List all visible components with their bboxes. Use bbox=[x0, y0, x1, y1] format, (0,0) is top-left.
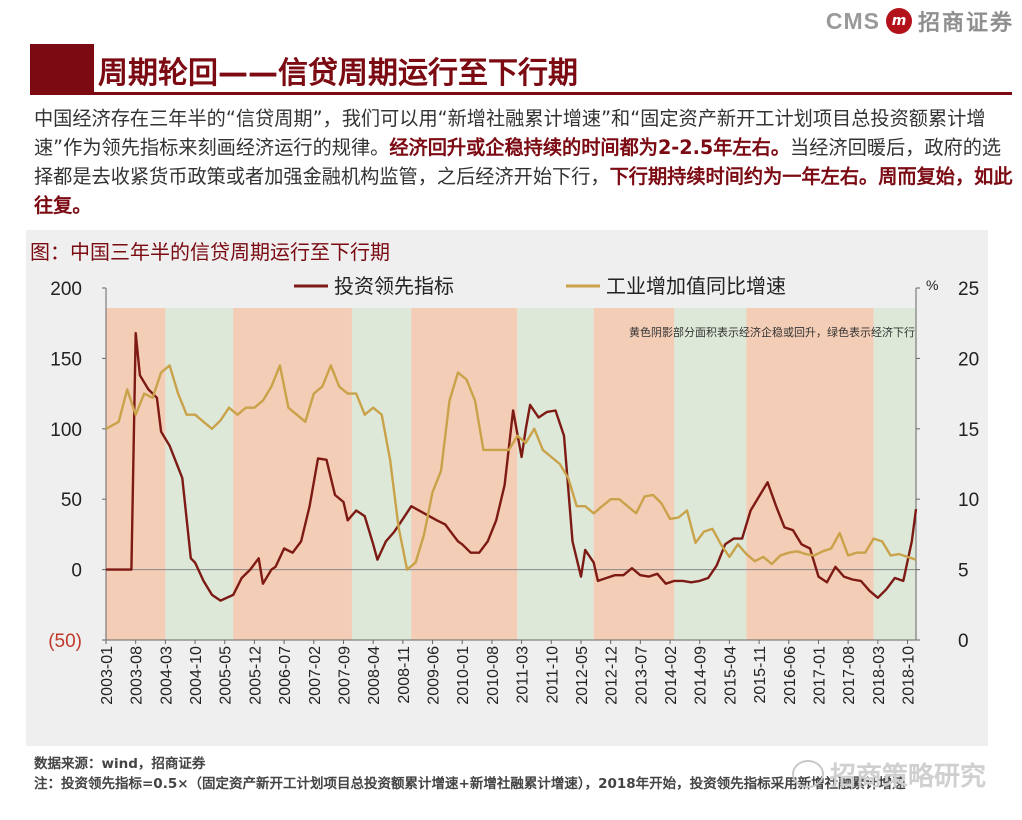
x-tick-label-13: 2010-08 bbox=[485, 646, 502, 705]
y-right-unit-label: % bbox=[926, 277, 938, 293]
y-left-tick-label-4: 0 bbox=[71, 561, 82, 582]
intro-highlight-2: 下行期持续时间约为一年左右。周而复始，如此往复。 bbox=[34, 165, 1013, 217]
intro-highlight-1: 经济回升或企稳持续的时间都为2-2.5年左右。 bbox=[389, 136, 791, 159]
x-tick-label-6: 2006-07 bbox=[277, 646, 294, 705]
legend-label-industrial-value-added-yoy: 工业增加值同比增速 bbox=[606, 274, 786, 298]
x-tick-label-2: 2004-03 bbox=[158, 646, 175, 705]
x-tick-label-25: 2017-08 bbox=[841, 646, 858, 705]
wechat-icon bbox=[792, 760, 824, 788]
title-bar: 周期轮回——信贷周期运行至下行期 bbox=[0, 44, 1022, 95]
x-tick-label-24: 2017-01 bbox=[812, 646, 829, 705]
page-title: 周期轮回——信贷周期运行至下行期 bbox=[98, 56, 578, 91]
x-tick-label-15: 2011-10 bbox=[544, 646, 561, 704]
intro-paragraph: 中国经济存在三年半的“信贷周期”，我们可以用“新增社融累计增速”和“固定资产新开… bbox=[34, 104, 1014, 220]
y-left-tick-label-0: 200 bbox=[50, 279, 82, 300]
logo-mark-icon: m bbox=[885, 8, 912, 34]
title-underline bbox=[30, 92, 1012, 95]
y-right-tick-label-3: 10 bbox=[958, 490, 979, 511]
x-tick-label-8: 2007-09 bbox=[337, 646, 354, 705]
watermark-text: 招商策略研究 bbox=[830, 761, 987, 792]
shaded-period-downturn-7 bbox=[674, 308, 747, 640]
y-right-tick-label-4: 5 bbox=[958, 561, 969, 582]
intro-text-2: 当经济回暖后，政府的选择都是去收紧货币政策或者加强金融机构监管，之后经济开始下行… bbox=[34, 136, 1002, 188]
x-tick-label-14: 2011-03 bbox=[515, 646, 532, 704]
title-accent-block bbox=[30, 44, 94, 92]
shaded-period-downturn-5 bbox=[517, 308, 594, 640]
x-tick-label-1: 2003-08 bbox=[129, 646, 146, 705]
x-tick-label-18: 2013-07 bbox=[633, 646, 650, 705]
x-tick-label-4: 2005-05 bbox=[218, 646, 235, 705]
y-right-tick-label-5: 0 bbox=[958, 631, 969, 652]
series-line-investment-leading-index bbox=[106, 331, 918, 602]
series-line-industrial-value-added-yoy bbox=[105, 364, 917, 571]
x-tick-label-26: 2018-03 bbox=[871, 646, 888, 705]
x-tick-label-11: 2009-06 bbox=[426, 646, 443, 705]
x-tick-label-5: 2005-12 bbox=[247, 646, 264, 705]
x-tick-label-7: 2007-02 bbox=[307, 646, 324, 705]
shaded-period-recovery-6 bbox=[593, 308, 675, 640]
x-tick-label-23: 2016-06 bbox=[782, 646, 799, 705]
chart-title: 图：中国三年半的信贷周期运行至下行期 bbox=[30, 240, 390, 264]
x-tick-label-20: 2014-09 bbox=[693, 646, 710, 705]
shaded-period-downturn-9 bbox=[873, 308, 916, 640]
intro-text-1: 中国经济存在三年半的“信贷周期”，我们可以用“新增社融累计增速”和“固定资产新开… bbox=[34, 107, 986, 159]
shaded-period-recovery-8 bbox=[746, 308, 874, 640]
y-left-tick-label-3: 50 bbox=[61, 490, 82, 511]
y-left-tick-label-2: 100 bbox=[50, 420, 82, 441]
shaded-period-recovery-2 bbox=[233, 308, 352, 640]
shaded-period-downturn-3 bbox=[352, 308, 412, 640]
logo-latin-text: CMS bbox=[825, 7, 880, 34]
annotation-line-1: 黄色阴影部分面积表示经济企稳或回升，绿色表示经济下行 bbox=[629, 325, 915, 339]
x-tick-label-16: 2012-05 bbox=[574, 646, 591, 705]
y-right-tick-label-0: 25 bbox=[958, 279, 979, 300]
cms-logo: CMS m 招商证券 bbox=[826, 4, 1014, 38]
y-left-tick-label-5: (50) bbox=[48, 631, 82, 652]
x-tick-label-19: 2014-02 bbox=[663, 646, 680, 705]
x-tick-label-21: 2015-04 bbox=[722, 646, 739, 705]
y-right-tick-label-1: 20 bbox=[958, 349, 979, 370]
chart-note: 注：投资领先指标=0.5×（固定资产新开工计划项目总投资额累计增速+新增社融累计… bbox=[34, 776, 906, 792]
y-left-tick-label-1: 150 bbox=[50, 349, 82, 370]
legend-label-investment-leading-index: 投资领先指标 bbox=[334, 274, 454, 298]
data-source: 数据来源：wind，招商证券 bbox=[34, 756, 206, 772]
x-tick-label-27: 2018-10 bbox=[901, 646, 918, 705]
shaded-period-recovery-4 bbox=[411, 308, 518, 640]
logo-chinese-text: 招商证券 bbox=[917, 11, 1014, 36]
x-tick-label-10: 2008-11 bbox=[396, 646, 413, 704]
y-right-tick-label-2: 15 bbox=[958, 420, 979, 441]
x-tick-label-9: 2008-04 bbox=[366, 646, 383, 705]
x-tick-label-0: 2003-01 bbox=[99, 646, 116, 705]
x-tick-label-3: 2004-10 bbox=[188, 646, 205, 705]
x-tick-label-17: 2012-12 bbox=[604, 646, 621, 705]
x-tick-label-22: 2015-11 bbox=[752, 646, 769, 704]
shaded-period-downturn-1 bbox=[165, 308, 234, 640]
watermark: 招商策略研究 bbox=[792, 754, 1002, 794]
x-tick-label-12: 2010-01 bbox=[455, 646, 472, 705]
